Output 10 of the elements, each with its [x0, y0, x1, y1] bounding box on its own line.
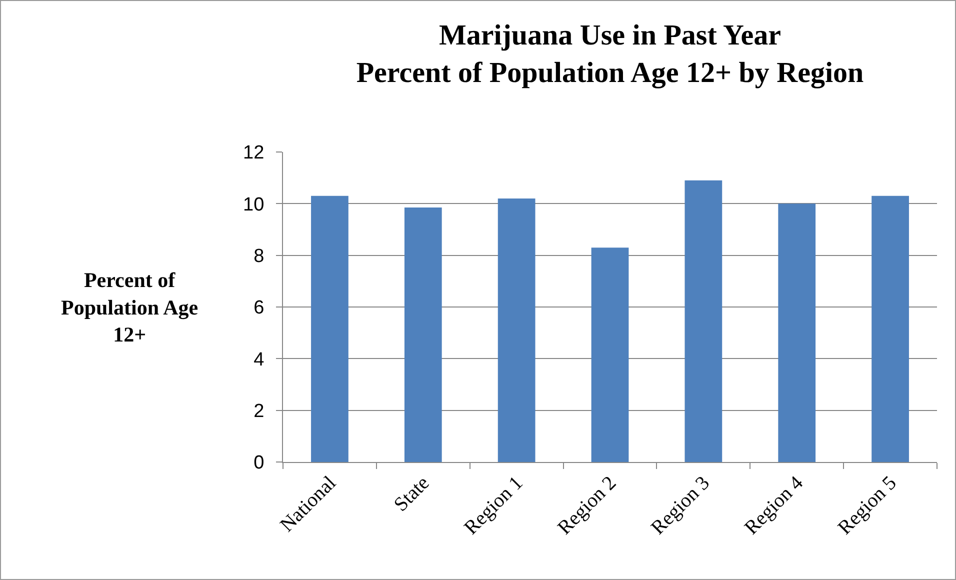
y-tick-label: 10 [243, 194, 264, 216]
y-tick-label: 0 [254, 452, 264, 474]
y-tick-label: 2 [254, 400, 264, 422]
y-axis-title: Percent of Population Age 12+ [61, 268, 198, 347]
y-tick-label: 4 [254, 349, 265, 370]
y-tick-label: 6 [254, 298, 264, 319]
chart-title: Marijuana Use in Past Year Percent of Population Age 12+ by Region [356, 19, 864, 90]
y-tick-label: 8 [254, 246, 264, 267]
x-tick-label: State [390, 472, 434, 516]
y-tick-label: 12 [243, 142, 264, 164]
